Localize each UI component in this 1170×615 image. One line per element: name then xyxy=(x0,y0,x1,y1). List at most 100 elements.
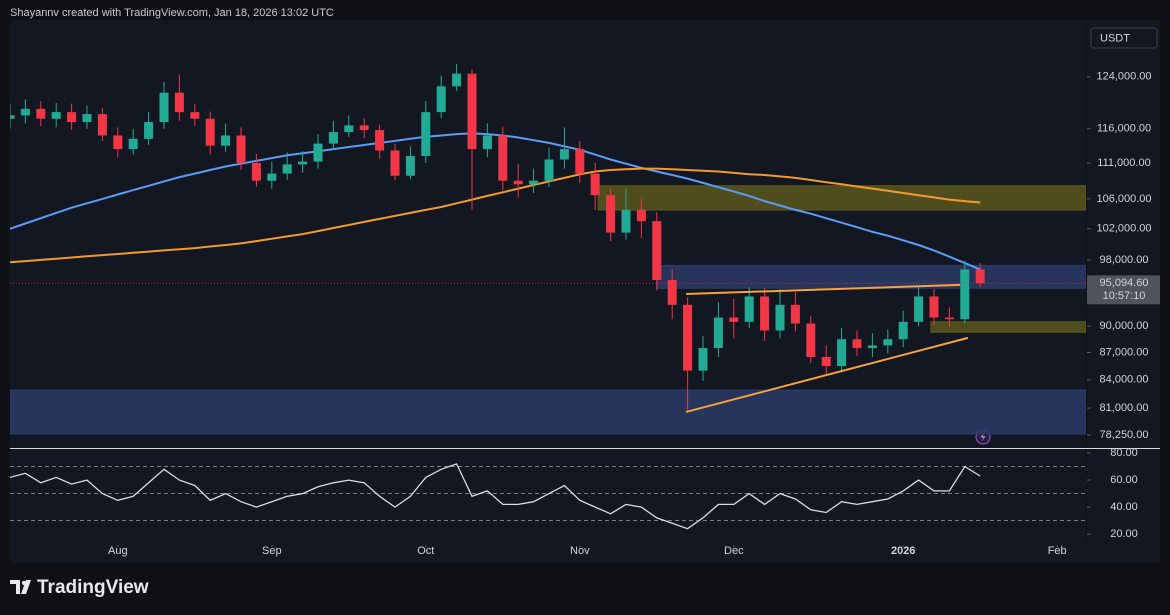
candle-body xyxy=(713,317,723,349)
candle-body xyxy=(883,339,893,346)
candle-body xyxy=(698,348,708,371)
candle-body xyxy=(236,135,246,163)
candle-body xyxy=(251,162,261,181)
trendline xyxy=(685,336,969,413)
candle-body xyxy=(190,112,200,119)
currency-box xyxy=(1090,27,1158,49)
rsi-line xyxy=(10,463,981,530)
y-tick-label: 116,000.00 xyxy=(1097,123,1151,135)
candle-body xyxy=(10,115,15,119)
candle-body xyxy=(852,339,862,349)
time-axis xyxy=(10,545,1160,563)
candle-body xyxy=(482,135,492,150)
x-tick-label: Oct xyxy=(417,545,434,557)
last-price-box xyxy=(1087,275,1160,305)
candle-body xyxy=(436,86,446,113)
y-tick-label: 80.00 xyxy=(1110,447,1138,459)
candle-body xyxy=(975,269,985,284)
candle-body xyxy=(36,108,46,119)
candle-body xyxy=(359,125,369,131)
x-tick-label: Aug xyxy=(108,545,128,557)
brand-name: TradingView xyxy=(37,577,149,598)
candle-body xyxy=(760,296,770,331)
zone xyxy=(930,321,1086,333)
candle-body xyxy=(667,279,677,305)
candle-body xyxy=(790,304,800,324)
candle-body xyxy=(636,209,646,222)
axes: 124,000.00 116,000.00 111,000.00 106,000.00… xyxy=(108,71,1160,557)
countdown: 10:57:10 xyxy=(1103,290,1146,302)
candle-body xyxy=(421,112,431,157)
trendline xyxy=(686,283,961,295)
candle-body xyxy=(914,296,924,322)
zone xyxy=(10,389,1086,435)
y-tick-label: 98,000.00 xyxy=(1100,254,1149,266)
candle-body xyxy=(267,173,277,181)
y-tick-label: 106,000.00 xyxy=(1096,193,1151,205)
candle-body xyxy=(67,112,77,123)
candle-body xyxy=(821,356,831,367)
candle-body xyxy=(867,345,877,349)
candle-body xyxy=(405,156,415,176)
candle-body xyxy=(313,143,323,162)
x-tick-label: Feb xyxy=(1048,545,1067,557)
candle-body xyxy=(683,304,693,371)
y-tick-label: 20.00 xyxy=(1110,528,1138,540)
candle-body xyxy=(621,209,631,233)
candle-body xyxy=(159,92,169,123)
candle-body xyxy=(51,112,61,119)
last-price-label: 95,094.60 xyxy=(1100,277,1149,289)
y-tick-label: 90,000.00 xyxy=(1100,320,1149,332)
candle-body xyxy=(513,180,523,185)
candle-body xyxy=(929,296,939,318)
candle-body xyxy=(729,317,739,322)
candle-body xyxy=(944,317,954,320)
candle-body xyxy=(205,118,215,146)
x-tick-label: Sep xyxy=(262,545,282,557)
candle-body xyxy=(837,339,847,367)
candle-body xyxy=(467,73,477,150)
candle-body xyxy=(282,164,292,174)
price-plot xyxy=(10,63,1086,435)
candle-body xyxy=(113,135,123,150)
y-tick-label: 111,000.00 xyxy=(1097,157,1150,169)
candle-body xyxy=(898,321,908,340)
candle-body xyxy=(559,149,569,160)
moving-average xyxy=(10,167,981,264)
candle-body xyxy=(328,132,338,144)
y-tick-label: 81,000.00 xyxy=(1100,402,1149,414)
y-tick-label: 124,000.00 xyxy=(1096,71,1151,83)
candle-body xyxy=(390,150,400,176)
candle-body xyxy=(590,173,600,196)
currency: USDT xyxy=(1100,32,1130,44)
candle-body xyxy=(498,135,508,181)
candle-body xyxy=(128,138,138,150)
y-tick-label: 40.00 xyxy=(1110,501,1138,513)
x-tick-label: Dec xyxy=(724,545,744,557)
candle-body xyxy=(221,135,231,146)
logo-dot xyxy=(21,580,27,586)
y-tick-label: 102,000.00 xyxy=(1096,223,1151,235)
event-icon-bolt xyxy=(980,432,986,442)
candle-body xyxy=(744,296,754,322)
x-tick-label: Nov xyxy=(570,545,590,557)
y-tick-label: 60.00 xyxy=(1110,474,1138,486)
candle-body xyxy=(20,108,30,116)
zone xyxy=(597,185,1086,211)
candle-body xyxy=(606,195,616,233)
candle-body xyxy=(775,304,785,331)
zone xyxy=(656,264,1086,289)
brand-logo xyxy=(10,580,31,594)
rsi-plot xyxy=(10,463,1086,530)
candle-body xyxy=(452,73,462,87)
y-tick-label: 78,250.00 xyxy=(1100,429,1149,441)
candle-body xyxy=(652,221,662,280)
y-tick-label: 87,000.00 xyxy=(1100,346,1149,358)
candle-body xyxy=(806,323,816,357)
candle-body xyxy=(144,122,154,139)
candle-body xyxy=(97,114,107,136)
candle-body xyxy=(544,159,554,181)
candle-body xyxy=(529,180,539,185)
